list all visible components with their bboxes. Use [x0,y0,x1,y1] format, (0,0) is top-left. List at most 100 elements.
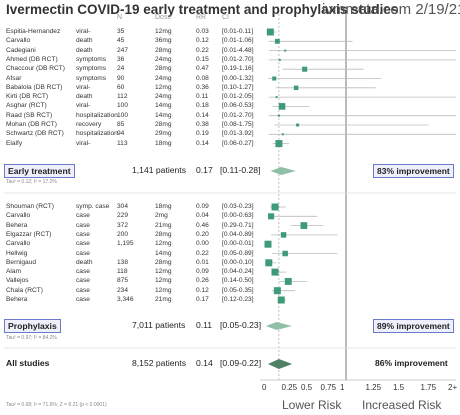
study-rr: 0.03 [196,28,209,35]
study-name: Carvallo [6,37,31,45]
study-n: 100 [117,111,129,119]
study-outcome: case [76,221,90,229]
study-name: Mohan (DB RCT) [6,121,57,128]
study-name: Chala (RCT) [6,286,44,294]
site-label: ivmmeta.com 2/19/21 [322,1,460,18]
study-dose: 12mg [155,268,172,276]
study-marker [265,259,273,267]
study-ci: [0.05-0.35] [222,286,254,294]
study-dose: 12mg [155,28,172,35]
study-outcome: viral- [76,139,91,147]
study-rr: 0.26 [196,277,209,285]
study-rr: 0.17 [196,296,209,303]
study-rr: 0.12 [196,37,209,45]
study-name: Elgazzar (RCT) [6,230,52,238]
group-summary-rr: 0.11 [196,320,213,330]
study-name: Vallejos [6,277,29,285]
study-rr: 0.22 [196,46,209,54]
study-name: Espitia-Hernandez [6,28,61,35]
x-tick-label: 0.75 [320,383,337,392]
study-outcome: case [76,240,90,248]
study-name: Cadegiani [6,46,36,54]
summary-diamond [265,322,292,330]
study-n: 90 [117,74,125,82]
study-rr: 0.18 [196,102,209,110]
study-dose: 12mg [155,83,172,91]
study-outcome: case [76,212,90,220]
study-n: 36 [117,55,125,63]
study-marker [284,49,287,52]
study-marker [268,213,275,220]
study-ci: [0.04-0.89] [222,230,254,238]
study-dose: 12mg [155,286,172,294]
overall-stats: Tau² = 0.68; I² = 71.6%; Z = 8.21 (p < 0… [6,402,107,408]
group-summary-ci: [0.05-0.23] [220,320,262,330]
study-name: Asghar (RCT) [6,102,47,110]
study-outcome: symptoms [76,55,107,63]
summary-diamond [270,167,296,175]
study-outcome: death [76,46,93,54]
study-name: Chaccour (DB RCT) [6,65,65,73]
study-rr: 0.01 [196,258,209,266]
study-dose: 36mg [155,37,172,45]
study-outcome: case [76,249,90,257]
study-marker [300,222,308,229]
study-n: 247 [117,46,129,54]
overall-rr: 0.14 [196,358,213,368]
study-dose: 14mg [155,102,172,110]
study-name: Behera [6,296,28,303]
study-marker [277,114,280,117]
study-name: Schwartz (DB RCT) [6,130,64,138]
study-rr: 0.19 [196,130,209,138]
study-n: 113 [117,139,128,147]
study-n: 200 [117,230,129,238]
study-n: 875 [117,277,129,285]
study-rr: 0.36 [196,83,209,91]
x-axis-label-increased-risk: Increased Risk [362,398,442,412]
x-tick-label: 0.5 [301,383,313,392]
study-name: Hellwig [6,249,28,257]
study-ci: [0.29-0.71] [222,221,254,229]
study-dose: 21mg [155,221,172,229]
study-name: Raad (SB RCT) [6,111,53,119]
study-name: Carvallo [6,240,31,248]
study-outcome: case [76,277,90,285]
x-tick-label: 1.5 [393,383,405,392]
study-name: Afsar [6,74,22,82]
study-marker [293,85,299,91]
study-rr: 0.04 [196,212,209,220]
study-dose: 2mg [155,212,168,220]
study-name: Kirti (DB RCT) [6,93,49,101]
study-n: 45 [117,37,125,45]
group-heterogeneity: Tau² = 0.97; I² = 84.2% [6,335,57,341]
study-dose: 29mg [155,130,172,138]
study-n: 304 [117,203,129,210]
study-ci: [0.01-2.05] [222,93,254,101]
study-ci: [0.01-0.11] [222,28,254,35]
study-ci: [0.12-0.23] [222,296,254,303]
study-n: 24 [117,65,125,73]
study-rr: 0.09 [196,203,209,210]
study-dose: 14mg [155,249,172,257]
study-rr: 0.22 [196,249,209,257]
study-rr: 0.38 [196,121,209,128]
overall-n: 8,152 patients [132,358,186,368]
study-outcome: death [76,93,93,101]
study-dose: 18mg [155,139,172,147]
study-name: Carvallo [6,212,31,220]
study-ci: [0.01-4.48] [222,46,254,54]
study-ci: [0.14-0.50] [222,277,254,285]
x-tick-label: 1.75 [420,383,437,392]
study-dose: 28mg [155,258,172,266]
group-improvement: 83% improvement [373,164,454,178]
study-outcome: symptoms [76,74,107,82]
overall-diamond [268,359,293,369]
study-ci: [0.06-0.27] [222,139,254,147]
x-tick-label: 0.25 [281,383,298,392]
study-outcome: viral- [76,28,91,35]
study-name: Bernigaud [6,258,37,266]
study-outcome: case [76,296,90,303]
study-marker [271,203,279,211]
study-outcome: death [76,37,93,45]
